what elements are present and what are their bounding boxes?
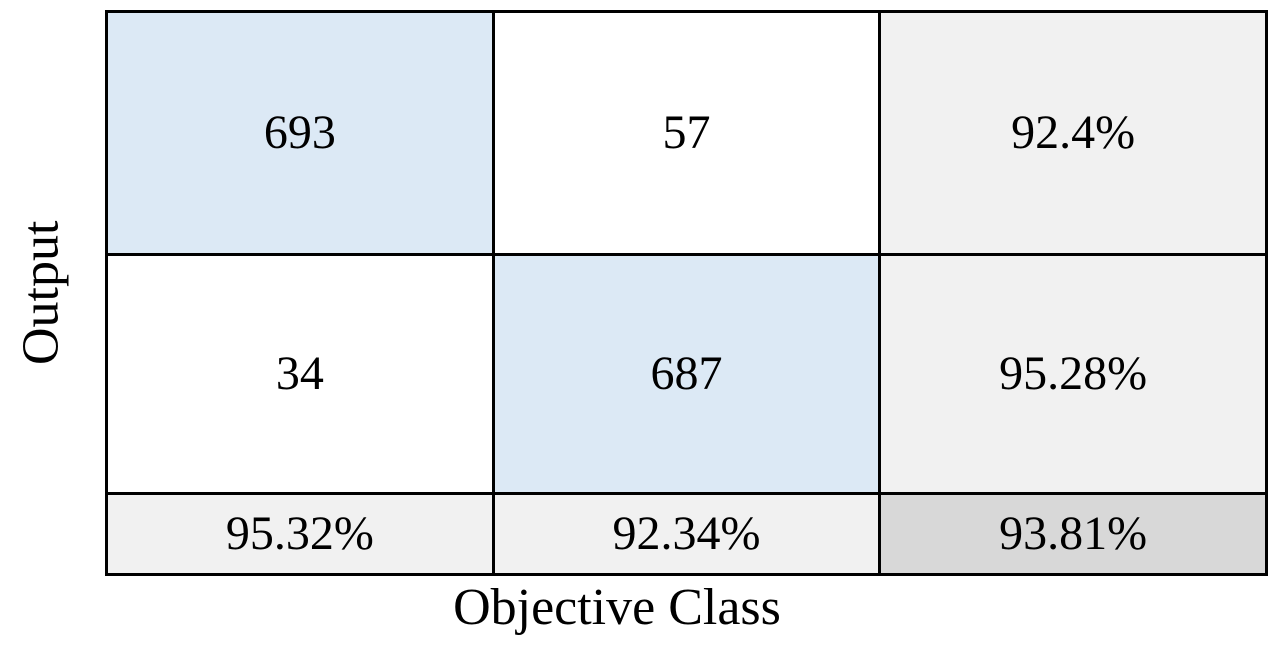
matrix-cell-r1c2-count: 57 xyxy=(494,13,879,253)
row-accuracy-cell-r1: 92.4% xyxy=(881,13,1265,253)
col-accuracy-cell-c1: 95.32% xyxy=(108,495,492,573)
row-accuracy-cell-r2: 95.28% xyxy=(881,256,1265,492)
y-axis-label: Output xyxy=(12,220,70,366)
matrix-cell-r2c2-true-count: 687 xyxy=(494,256,879,492)
confusion-matrix-grid: 693 57 92.4% 34 687 95.28% 95.32% 92.34%… xyxy=(105,10,1268,576)
overall-accuracy-cell: 93.81% xyxy=(881,495,1265,573)
col-accuracy-cell-c2: 92.34% xyxy=(494,495,879,573)
matrix-cell-r2c1-count: 34 xyxy=(108,256,492,492)
matrix-cell-r1c1-true-count: 693 xyxy=(108,13,492,253)
x-axis-label: Objective Class xyxy=(453,579,781,636)
